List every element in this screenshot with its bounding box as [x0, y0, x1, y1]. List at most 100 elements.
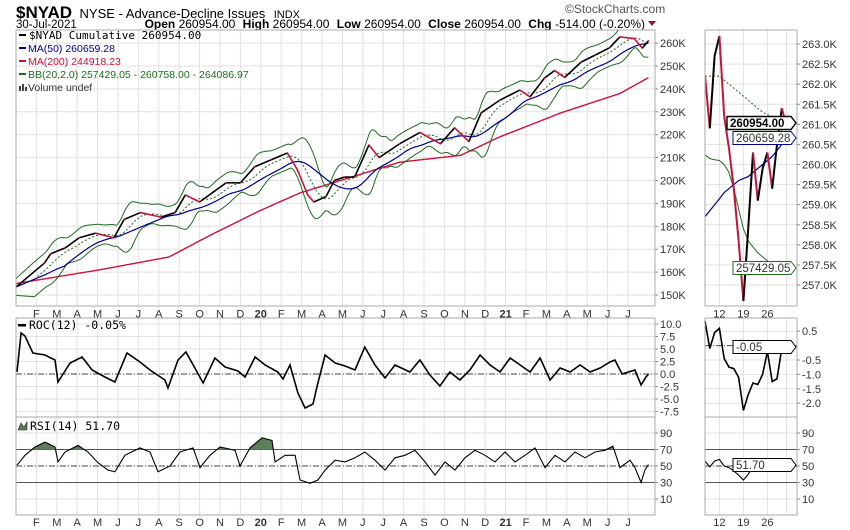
rsi-y-tick-label: 50: [660, 461, 672, 473]
open-value: 260954.00: [179, 17, 236, 31]
high-label: High: [243, 17, 270, 31]
rsi-panel-frame: [15, 416, 656, 516]
zoom-price-segment: [708, 55, 716, 129]
x-tick-label-day: 12: [713, 517, 725, 529]
price-point: [619, 36, 621, 38]
x-tick-label-month: J: [605, 309, 611, 321]
x-tick-label-month: N: [461, 309, 469, 321]
bb-lower-line: [16, 47, 649, 298]
x-tick-label-month: M: [52, 517, 61, 529]
price-point: [468, 140, 470, 143]
zrsi-y-tick-label: 90: [802, 428, 814, 440]
chart-date: 30-Jul-2021: [16, 19, 77, 31]
roc-y-tick-label: -7.5: [660, 407, 679, 419]
x-tick-label-month: M: [93, 309, 102, 321]
price-segment: [439, 127, 456, 145]
x-tick-label-month: M: [583, 309, 592, 321]
price-segment: [641, 40, 650, 49]
x-tick-label-month: 21: [499, 309, 511, 321]
price-segment: [333, 176, 345, 182]
price-point: [419, 131, 421, 134]
price-point: [498, 99, 501, 102]
zmain-y-tick-label: 261.5K: [802, 99, 838, 111]
legend-roc: ROC(12) -0.05%: [29, 318, 126, 332]
price-point: [160, 216, 162, 218]
x-tick-label-month: M: [542, 309, 551, 321]
rsi-tag-label: 51.70: [736, 460, 765, 472]
roc-y-tick-label: -5.0: [660, 394, 679, 406]
x-tick-label-month: S: [420, 517, 427, 529]
price-point: [184, 194, 187, 196]
price-segment: [594, 46, 611, 56]
x-tick-label-month: F: [278, 309, 285, 321]
x-tick-label-month: S: [176, 309, 183, 321]
zoom-ma50-line: [705, 137, 788, 218]
zrsi-y-tick-label: 50: [802, 461, 814, 473]
zoom-price-segment: [752, 152, 759, 201]
x-tick-label-month: D: [481, 309, 489, 321]
price-segment: [307, 194, 315, 203]
price-segment: [378, 143, 400, 159]
price-point: [325, 195, 327, 198]
x-tick-label-day: 19: [737, 309, 749, 321]
bb-lower-tag-box: [732, 261, 797, 275]
price-segment: [64, 237, 80, 249]
x-tick-label-month: 20: [255, 309, 267, 321]
price-segment: [254, 159, 272, 168]
change-value: -514.00 (-0.20%): [555, 17, 645, 31]
x-tick-label-month: A: [563, 309, 571, 321]
main-y-tick-label: 260K: [660, 38, 686, 50]
price-point: [123, 218, 125, 221]
x-tick-label-month: F: [33, 309, 40, 321]
x-tick-label-month: A: [563, 517, 571, 529]
zoom-price-segment: [766, 152, 774, 189]
x-tick-label-month: M: [93, 517, 102, 529]
x-tick-label-month: A: [155, 517, 163, 529]
open-label: Open: [145, 17, 176, 31]
zoom-roc-line: [704, 320, 787, 411]
main-legend: $NYAD Cumulative 260954.00 MA(50) 260659…: [19, 29, 249, 94]
rsi-area-icon: [17, 420, 28, 431]
legend-swatch-ma50: [19, 47, 26, 49]
price-segment: [140, 211, 162, 218]
zoom-price-segment: [756, 168, 764, 201]
price-point: [239, 181, 242, 184]
x-tick-label-month: A: [74, 517, 82, 529]
x-tick-label-month: D: [481, 517, 489, 529]
rsi-tag-box: [732, 458, 797, 472]
x-tick-label-month: J: [380, 517, 386, 529]
x-tick-label-month: O: [195, 309, 204, 321]
price-segment: [184, 194, 200, 203]
price-point: [253, 165, 256, 168]
price-point: [543, 77, 546, 79]
zroc-panel-frame: [704, 317, 798, 418]
roc-tag-box: [732, 340, 797, 354]
price-segment: [529, 77, 545, 98]
price-point: [519, 89, 521, 91]
price-point: [313, 201, 315, 203]
price-point: [529, 96, 531, 98]
price-segment: [325, 180, 335, 197]
x-tick-label-month: F: [33, 517, 40, 529]
price-segment: [286, 152, 299, 171]
main-y-tick-label: 210K: [660, 153, 686, 165]
price-segment: [43, 253, 52, 264]
price-segment: [174, 194, 187, 213]
x-tick-label-month: J: [360, 309, 366, 321]
x-tick-label-day: 12: [713, 309, 725, 321]
price-segment: [419, 131, 441, 145]
price-point: [306, 194, 309, 196]
x-tick-label-month: F: [523, 309, 530, 321]
x-tick-label-month: D: [236, 517, 244, 529]
price-segment: [270, 152, 288, 161]
legend-volume: Volume undef: [28, 82, 92, 94]
x-tick-label-month: M: [297, 517, 306, 529]
legend-bb: BB(20,2.0) 257429.05 - 260758.00 - 26408…: [28, 69, 249, 81]
price-segment: [499, 89, 521, 102]
legend-ma200: MA(200) 244918.23: [28, 56, 121, 68]
roc-panel-frame: [15, 317, 656, 418]
high-value: 260954.00: [273, 17, 330, 31]
zmain-y-tick-label: 257.0K: [802, 280, 838, 292]
rsi-y-tick-label: 30: [660, 478, 672, 490]
